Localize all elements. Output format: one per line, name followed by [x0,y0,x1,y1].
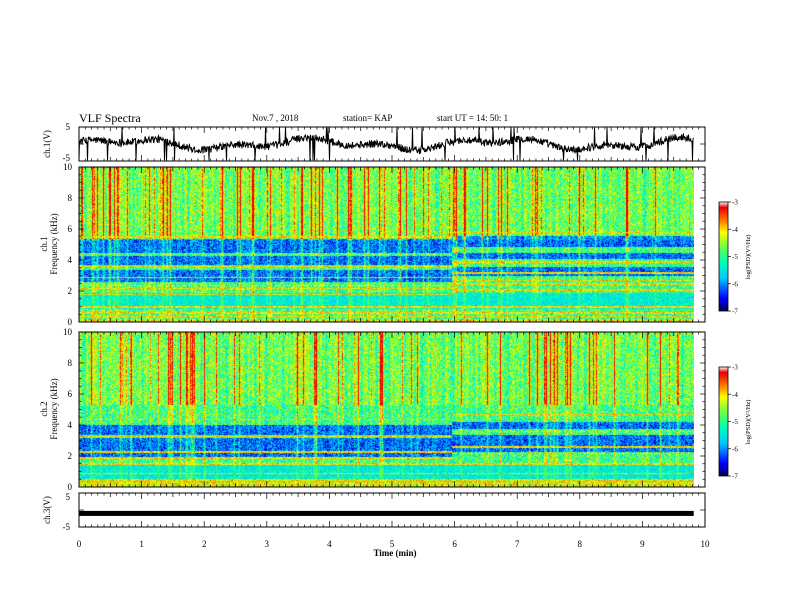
x-tick-label: 10 [701,539,711,549]
x-tick-label: 5 [390,539,395,549]
ch1-ylabel: ch.1(V) [42,130,52,158]
x-tick-label: 6 [452,539,457,549]
ch1-ytick-top: 5 [66,122,71,132]
x-tick-label: 0 [77,539,82,549]
colorbar-tick-label: -3 [732,364,738,372]
frequency-tick-label: 2 [68,451,73,461]
colorbar-tick-label: -4 [732,391,738,399]
ch1-waveform-ticks [78,126,706,162]
chart-title: VLF Spectra [79,111,141,125]
ch3-ylabel: ch.3(V) [42,496,52,524]
ch3-waveform-ticks [78,492,706,528]
colorbar-tick-label: -5 [732,253,738,261]
ch3-waveform-line [79,510,694,516]
frequency-tick-label: 8 [68,358,73,368]
colorbar-tick-label: -6 [732,445,738,453]
ch2-colorbar: -3 -4 -5 -6 -7 log(PSD)(V²/Hz) [718,364,752,481]
date-label: Nov.7 , 2018 [252,113,299,123]
ch3-waveform-panel: 5 -5 ch.3(V) [42,492,706,532]
ch1-colorbar-label: log(PSD)(V²/Hz) [745,235,752,280]
ch1-ytick-bottom: -5 [63,153,71,163]
x-tick-label: 3 [265,539,270,549]
x-tick-label: 1 [139,539,144,549]
ch2-spectrogram-ticks [78,331,706,488]
ch2-colorbar-label: log(PSD)(V²/Hz) [745,400,752,445]
x-axis-label: Time (min) [373,548,416,558]
ch2-spectrogram-image [79,332,694,487]
ch1-colorbar: -3 -4 -5 -6 -7 log(PSD)(V²/Hz) [718,199,752,316]
ch2-colorbar-scale [718,366,729,477]
frequency-tick-label: 4 [68,255,73,265]
ch1-waveform-line [78,127,694,161]
frequency-tick-label: 10 [63,327,73,337]
frequency-tick-label: 6 [68,389,73,399]
x-axis-tick-labels: 0 1 2 3 4 5 6 7 8 9 10 [77,539,710,549]
colorbar-tick-label: -7 [732,473,738,481]
frequency-tick-label: 6 [68,224,73,234]
x-tick-label: 7 [515,539,520,549]
ch2-colorbar-tick-labels: -3 -4 -5 -6 -7 [728,364,738,481]
colorbar-tick-label: -6 [732,280,738,288]
ch1-spectrogram-image [79,167,694,322]
ch2-spectrogram-panel: 0 2 4 6 8 10 ch.2 Frequency (kHz) [39,327,706,492]
start-time-label: start UT = 14: 50: 1 [437,113,509,123]
ch1-colorbar-scale [718,201,729,312]
ch3-ytick-bottom: -5 [63,522,71,532]
colorbar-tick-label: -4 [732,226,738,234]
x-tick-label: 2 [202,539,207,549]
frequency-tick-label: 0 [68,317,73,327]
ch2-frequency-tick-labels: 0 2 4 6 8 10 [63,327,73,492]
ch2-ylabel-channel: ch.2 [39,401,49,416]
colorbar-tick-label: -7 [732,308,738,316]
colorbar-tick-label: -3 [732,199,738,207]
frequency-tick-label: 4 [68,420,73,430]
x-tick-label: 9 [640,539,645,549]
ch1-ylabel-frequency: Frequency (kHz) [49,213,59,274]
ch1-frequency-tick-labels: 0 2 4 6 8 10 [63,162,73,327]
colorbar-tick-label: -5 [732,418,738,426]
ch1-waveform-panel: 5 -5 ch.1(V) [42,122,706,163]
x-tick-label: 8 [578,539,583,549]
frequency-tick-label: 8 [68,193,73,203]
ch1-ylabel-channel: ch.1 [39,236,49,251]
ch1-colorbar-tick-labels: -3 -4 -5 -6 -7 [728,199,738,316]
ch3-ytick-top: 5 [66,492,71,502]
ch1-spectrogram-ticks [78,166,706,323]
frequency-tick-label: 0 [68,482,73,492]
ch2-ylabel-frequency: Frequency (kHz) [49,378,59,439]
frequency-tick-label: 2 [68,286,73,296]
x-tick-label: 4 [327,539,332,549]
frequency-tick-label: 10 [63,162,73,172]
station-label: station= KAP [343,113,393,123]
ch1-spectrogram-panel: 0 2 4 6 8 10 ch.1 Frequency (kHz) [39,162,706,327]
